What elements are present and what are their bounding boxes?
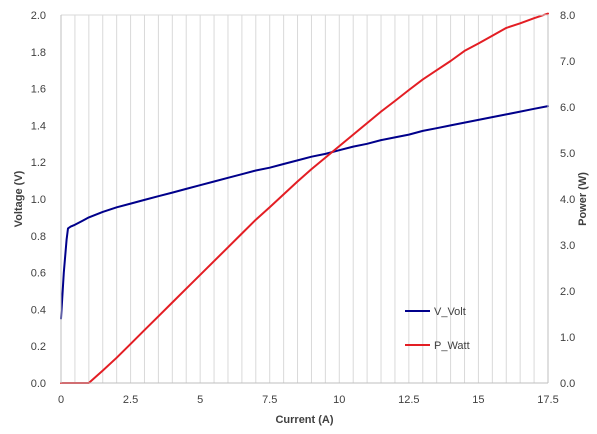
left-y-tick-label: 1.0 (31, 194, 46, 206)
right-y-tick-label: 5.0 (560, 148, 575, 160)
x-tick-label: 7.5 (262, 394, 277, 406)
right-y-tick-label: 1.0 (560, 332, 575, 344)
legend: V_Volt P_Watt (405, 306, 470, 352)
left-y-tick-label: 0.4 (31, 304, 46, 316)
left-y-tick-label: 0.6 (31, 268, 46, 280)
left-y-tick-label: 0.2 (31, 341, 46, 353)
left-y-tick-label: 1.2 (31, 157, 46, 169)
axes (60, 14, 549, 384)
right-y-tick-label: 2.0 (560, 286, 575, 298)
x-tick-label: 0 (58, 394, 64, 406)
left-y-tick-label: 2.0 (31, 10, 46, 22)
x-tick-label: 12.5 (398, 394, 419, 406)
right-y-tick-label: 8.0 (560, 10, 575, 22)
series-line-p-watt (60, 12, 549, 384)
left-y-tick-label: 0.0 (31, 378, 46, 390)
x-tick-label: 15 (472, 394, 484, 406)
x-tick-label: 5 (197, 394, 203, 406)
right-y-axis-title: Power (W) (577, 172, 589, 226)
right-y-tick-label: 0.0 (560, 378, 575, 390)
legend-label-v-volt: V_Volt (434, 306, 466, 318)
gridlines (74, 15, 535, 383)
series-line-v-volt (60, 105, 549, 320)
x-tick-label: 17.5 (537, 394, 558, 406)
left-y-axis-title: Voltage (V) (13, 170, 25, 227)
x-axis-title: Current (A) (275, 414, 333, 426)
right-y-tick-label: 6.0 (560, 102, 575, 114)
left-y-tick-label: 1.6 (31, 84, 46, 96)
legend-label-p-watt: P_Watt (434, 340, 470, 352)
right-y-tick-label: 7.0 (560, 56, 575, 68)
left-y-tick-label: 1.8 (31, 47, 46, 59)
right-y-tick-label: 4.0 (560, 194, 575, 206)
left-y-tick-label: 1.4 (31, 120, 46, 132)
x-tick-label: 2.5 (123, 394, 138, 406)
left-y-tick-label: 0.8 (31, 231, 46, 243)
right-y-tick-label: 3.0 (560, 240, 575, 252)
x-tick-label: 10 (333, 394, 345, 406)
series-lines (60, 12, 549, 384)
tick-labels: 0 2.5 5 7.5 10 12.5 15 17.50.00.20.40.60.81.01.… (31, 10, 576, 406)
